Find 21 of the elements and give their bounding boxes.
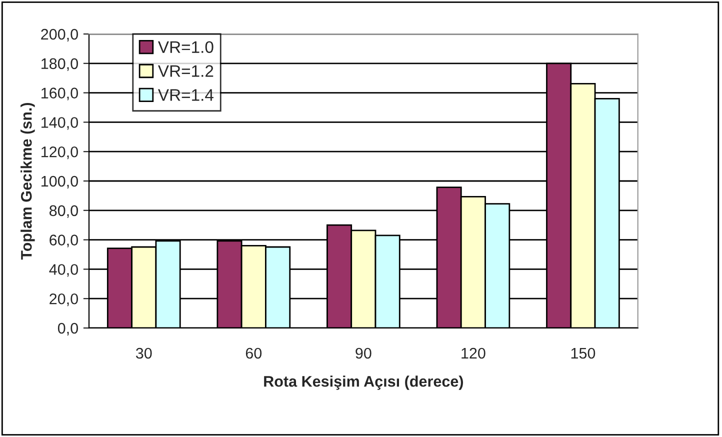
legend-label: VR=1.2 <box>158 65 214 77</box>
y-tick-label: 180,0 <box>42 58 78 71</box>
x-tick-label: 150 <box>571 348 596 359</box>
y-tick-label: 200,0 <box>41 28 78 42</box>
y-tick-label: 100,0 <box>42 176 78 188</box>
x-tick-label: 90 <box>356 348 372 359</box>
legend-label: VR=1.0 <box>158 41 214 53</box>
x-tick-label: 60 <box>246 348 262 359</box>
y-axis-title: Toplam Gecikme (sn.) <box>20 102 35 260</box>
x-tick-label: 30 <box>136 348 152 359</box>
y-tick-label: 160,0 <box>42 88 78 100</box>
y-tick-label: 120,0 <box>42 146 78 160</box>
y-tick-label: 40,0 <box>49 264 78 277</box>
y-tick-label: 20,0 <box>50 293 78 306</box>
legend-label: VR=1.4 <box>158 89 214 101</box>
x-tick-label: 120 <box>462 348 486 359</box>
y-tick-label: 80,0 <box>50 205 78 218</box>
y-tick-label: 0,0 <box>58 322 78 336</box>
y-tick-label: 60,0 <box>50 234 78 248</box>
y-tick-label: 140,0 <box>42 117 78 130</box>
x-axis-title: Rota Kesişim Açısı (derece) <box>264 376 463 390</box>
